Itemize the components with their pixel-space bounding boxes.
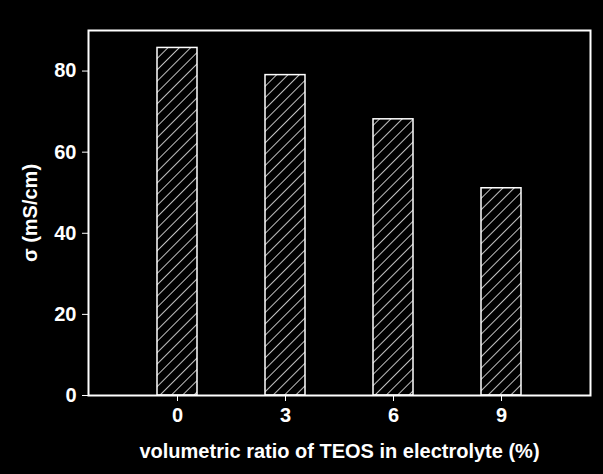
svg-text:3: 3 — [280, 404, 291, 426]
svg-text:9: 9 — [496, 404, 507, 426]
svg-text:σ (mS/cm): σ (mS/cm) — [19, 164, 41, 262]
svg-text:40: 40 — [54, 222, 76, 244]
svg-text:6: 6 — [388, 404, 399, 426]
svg-text:0: 0 — [172, 404, 183, 426]
svg-text:80: 80 — [54, 59, 76, 81]
svg-text:0: 0 — [65, 384, 76, 406]
svg-text:volumetric ratio of TEOS in el: volumetric ratio of TEOS in electrolyte … — [139, 440, 539, 462]
svg-text:20: 20 — [54, 303, 76, 325]
svg-text:60: 60 — [54, 141, 76, 163]
